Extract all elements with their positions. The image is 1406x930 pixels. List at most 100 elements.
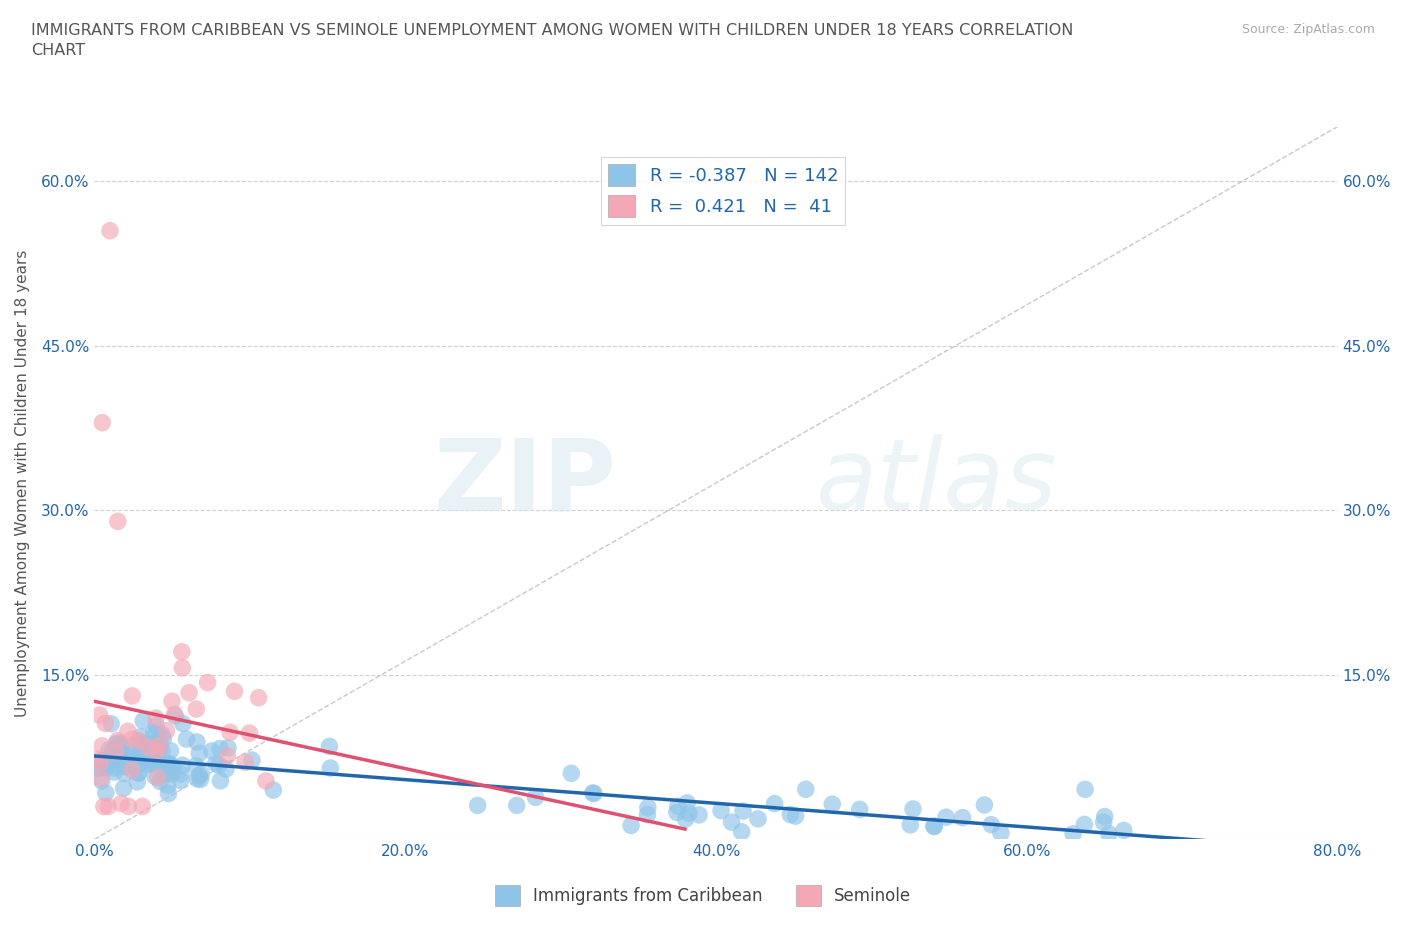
Point bbox=[110, 796, 132, 811]
Point bbox=[506, 798, 529, 813]
Point bbox=[94, 761, 117, 776]
Point bbox=[821, 797, 844, 812]
Point bbox=[94, 716, 117, 731]
Y-axis label: Unemployment Among Women with Children Under 18 years: Unemployment Among Women with Children U… bbox=[15, 249, 30, 717]
Point bbox=[148, 752, 170, 767]
Point bbox=[138, 743, 160, 758]
Text: Source: ZipAtlas.com: Source: ZipAtlas.com bbox=[1241, 23, 1375, 36]
Point bbox=[157, 786, 180, 801]
Point bbox=[794, 782, 817, 797]
Point bbox=[146, 743, 169, 758]
Point bbox=[952, 810, 974, 825]
Point bbox=[94, 758, 117, 773]
Point bbox=[152, 731, 174, 746]
Point bbox=[219, 724, 242, 739]
Point bbox=[148, 740, 170, 755]
Point bbox=[145, 718, 167, 733]
Point bbox=[160, 694, 183, 709]
Point bbox=[240, 752, 263, 767]
Point bbox=[209, 774, 232, 789]
Point bbox=[94, 786, 117, 801]
Point bbox=[150, 744, 173, 759]
Point bbox=[676, 795, 699, 810]
Point bbox=[163, 707, 186, 722]
Point bbox=[204, 756, 226, 771]
Point bbox=[247, 690, 270, 705]
Point bbox=[105, 737, 128, 751]
Point bbox=[125, 754, 148, 769]
Point bbox=[96, 754, 118, 769]
Point bbox=[108, 737, 131, 751]
Point bbox=[108, 751, 131, 765]
Point bbox=[1098, 827, 1121, 842]
Point bbox=[208, 741, 231, 756]
Point bbox=[1094, 809, 1116, 824]
Point bbox=[201, 743, 224, 758]
Point bbox=[217, 740, 239, 755]
Point bbox=[89, 761, 111, 776]
Point bbox=[197, 675, 219, 690]
Point bbox=[156, 778, 179, 793]
Point bbox=[1092, 815, 1115, 830]
Point bbox=[901, 802, 924, 817]
Text: IMMIGRANTS FROM CARIBBEAN VS SEMINOLE UNEMPLOYMENT AMONG WOMEN WITH CHILDREN UND: IMMIGRANTS FROM CARIBBEAN VS SEMINOLE UN… bbox=[31, 23, 1073, 58]
Point bbox=[105, 751, 128, 766]
Point bbox=[120, 746, 142, 761]
Point bbox=[127, 756, 149, 771]
Point bbox=[117, 799, 139, 814]
Point bbox=[262, 782, 284, 797]
Point bbox=[155, 724, 177, 738]
Point bbox=[254, 774, 277, 789]
Point bbox=[132, 713, 155, 728]
Legend: R = -0.387   N = 142, R =  0.421   N =  41: R = -0.387 N = 142, R = 0.421 N = 41 bbox=[600, 157, 845, 224]
Point bbox=[582, 786, 605, 801]
Point bbox=[922, 819, 945, 834]
Point bbox=[142, 756, 165, 771]
Point bbox=[127, 775, 149, 790]
Point bbox=[138, 751, 160, 766]
Point bbox=[121, 763, 143, 777]
Point bbox=[142, 725, 165, 740]
Point bbox=[101, 745, 124, 760]
Point bbox=[785, 809, 807, 824]
Point bbox=[170, 766, 193, 781]
Point bbox=[238, 725, 260, 740]
Point bbox=[188, 746, 211, 761]
Point bbox=[188, 768, 211, 783]
Point bbox=[731, 824, 754, 839]
Point bbox=[170, 644, 193, 659]
Point bbox=[138, 757, 160, 772]
Point bbox=[89, 708, 111, 723]
Point bbox=[731, 804, 754, 818]
Point bbox=[160, 763, 183, 777]
Point bbox=[101, 756, 124, 771]
Point bbox=[111, 745, 134, 760]
Point bbox=[208, 758, 231, 773]
Point bbox=[710, 804, 733, 818]
Point bbox=[678, 806, 700, 821]
Point bbox=[1073, 817, 1095, 832]
Point bbox=[127, 765, 149, 780]
Point bbox=[190, 772, 212, 787]
Point bbox=[98, 742, 121, 757]
Point bbox=[105, 750, 128, 764]
Point bbox=[121, 688, 143, 703]
Point bbox=[117, 755, 139, 770]
Point bbox=[148, 733, 170, 748]
Point bbox=[127, 765, 149, 780]
Point bbox=[90, 771, 112, 786]
Point bbox=[87, 761, 110, 776]
Point bbox=[112, 781, 135, 796]
Point bbox=[90, 753, 112, 768]
Point bbox=[165, 709, 187, 724]
Point bbox=[145, 711, 167, 725]
Point bbox=[107, 514, 129, 529]
Point bbox=[217, 749, 239, 764]
Point bbox=[128, 747, 150, 762]
Point bbox=[103, 761, 125, 776]
Point bbox=[89, 755, 111, 770]
Point bbox=[159, 743, 181, 758]
Point bbox=[157, 756, 180, 771]
Point bbox=[107, 742, 129, 757]
Point bbox=[675, 812, 697, 827]
